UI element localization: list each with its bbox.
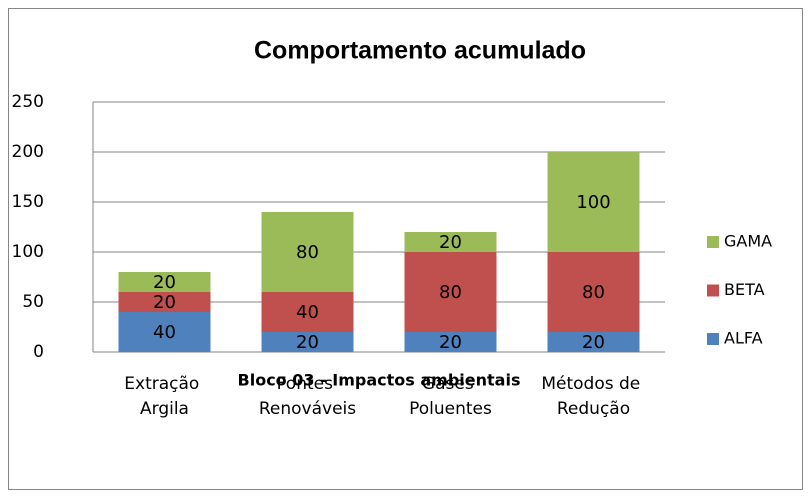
legend-label: BETA bbox=[724, 280, 765, 299]
legend-label: ALFA bbox=[724, 329, 763, 348]
y-tick-label: 200 bbox=[12, 142, 44, 162]
bar-segment bbox=[547, 152, 640, 252]
data-label: 80 bbox=[439, 282, 462, 303]
bar-segment bbox=[118, 292, 211, 312]
x-tick-line: Fontes bbox=[277, 374, 339, 394]
x-tick-line: Poluentes bbox=[409, 399, 492, 419]
data-label: 20 bbox=[582, 332, 605, 353]
data-label: 20 bbox=[439, 332, 462, 353]
bar-segment bbox=[118, 312, 211, 352]
y-tick-label: 250 bbox=[12, 92, 44, 112]
data-label: 20 bbox=[153, 272, 176, 293]
data-label: 20 bbox=[153, 292, 176, 313]
data-label: 80 bbox=[296, 242, 319, 263]
data-label: 20 bbox=[439, 232, 462, 253]
bar-segment bbox=[404, 232, 497, 252]
data-label: 20 bbox=[296, 332, 319, 353]
x-tick-line: Gases bbox=[422, 374, 479, 394]
x-tick-line: Métodos de bbox=[541, 374, 645, 394]
data-label: 80 bbox=[582, 282, 605, 303]
legend-label: GAMA bbox=[724, 232, 772, 251]
bar-segment bbox=[547, 252, 640, 332]
x-tick-label: Gases Poluentes bbox=[409, 374, 492, 419]
y-tick-label: 0 bbox=[33, 342, 44, 362]
bar-segment bbox=[118, 272, 211, 292]
x-tick-label: Fontes Renováveis bbox=[259, 374, 356, 419]
bar-segment bbox=[547, 332, 640, 352]
bar-segment bbox=[404, 332, 497, 352]
bar-segment bbox=[261, 212, 354, 292]
x-tick-label: Extração Argila bbox=[124, 374, 204, 419]
data-label: 40 bbox=[153, 322, 176, 343]
y-tick-label: 150 bbox=[12, 192, 44, 212]
x-tick-line: Renováveis bbox=[259, 399, 356, 419]
bar-segment bbox=[261, 292, 354, 332]
x-tick-label: Métodos de Redução bbox=[541, 374, 645, 419]
bar-segment bbox=[261, 332, 354, 352]
legend-swatch bbox=[707, 236, 719, 248]
y-tick-label: 100 bbox=[12, 242, 44, 262]
legend-swatch bbox=[707, 333, 719, 345]
y-tick-label: 50 bbox=[22, 292, 44, 312]
data-label: 100 bbox=[576, 192, 610, 213]
chart-title: Comportamento acumulado bbox=[254, 37, 586, 65]
bar-segment bbox=[404, 252, 497, 332]
x-tick-line: Extração bbox=[124, 374, 204, 394]
x-axis-title: Bloco 03 - Impactos ambientais bbox=[238, 371, 521, 390]
legend-swatch bbox=[707, 284, 719, 297]
x-tick-line: Redução bbox=[557, 399, 630, 419]
data-label: 40 bbox=[296, 302, 319, 323]
x-tick-line: Argila bbox=[140, 399, 189, 419]
